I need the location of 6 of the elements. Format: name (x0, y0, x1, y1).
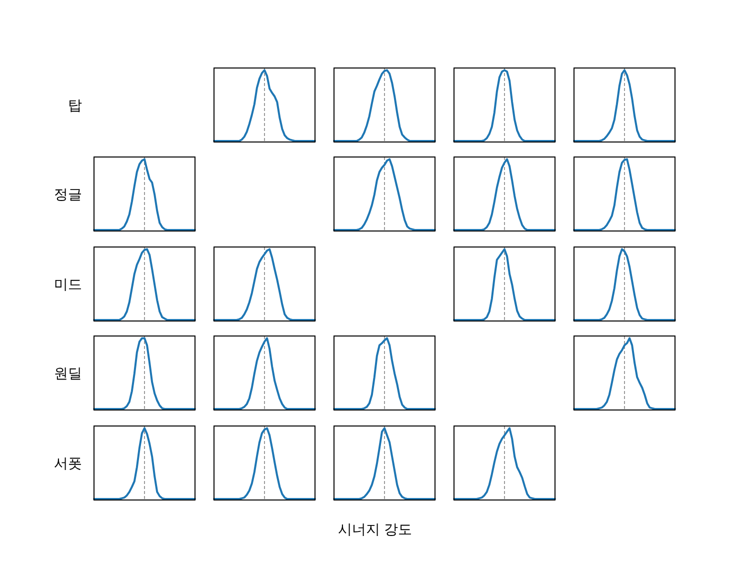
y-axis-title: 원딜 (54, 365, 82, 381)
y-axis-title: 미드 (54, 276, 82, 292)
y-axis-title: 서폿 (54, 455, 82, 471)
x-axis-title: 시너지 강도 (338, 521, 412, 537)
y-axis-title: 탑 (68, 97, 82, 113)
y-axis-title: 정글 (54, 186, 82, 202)
